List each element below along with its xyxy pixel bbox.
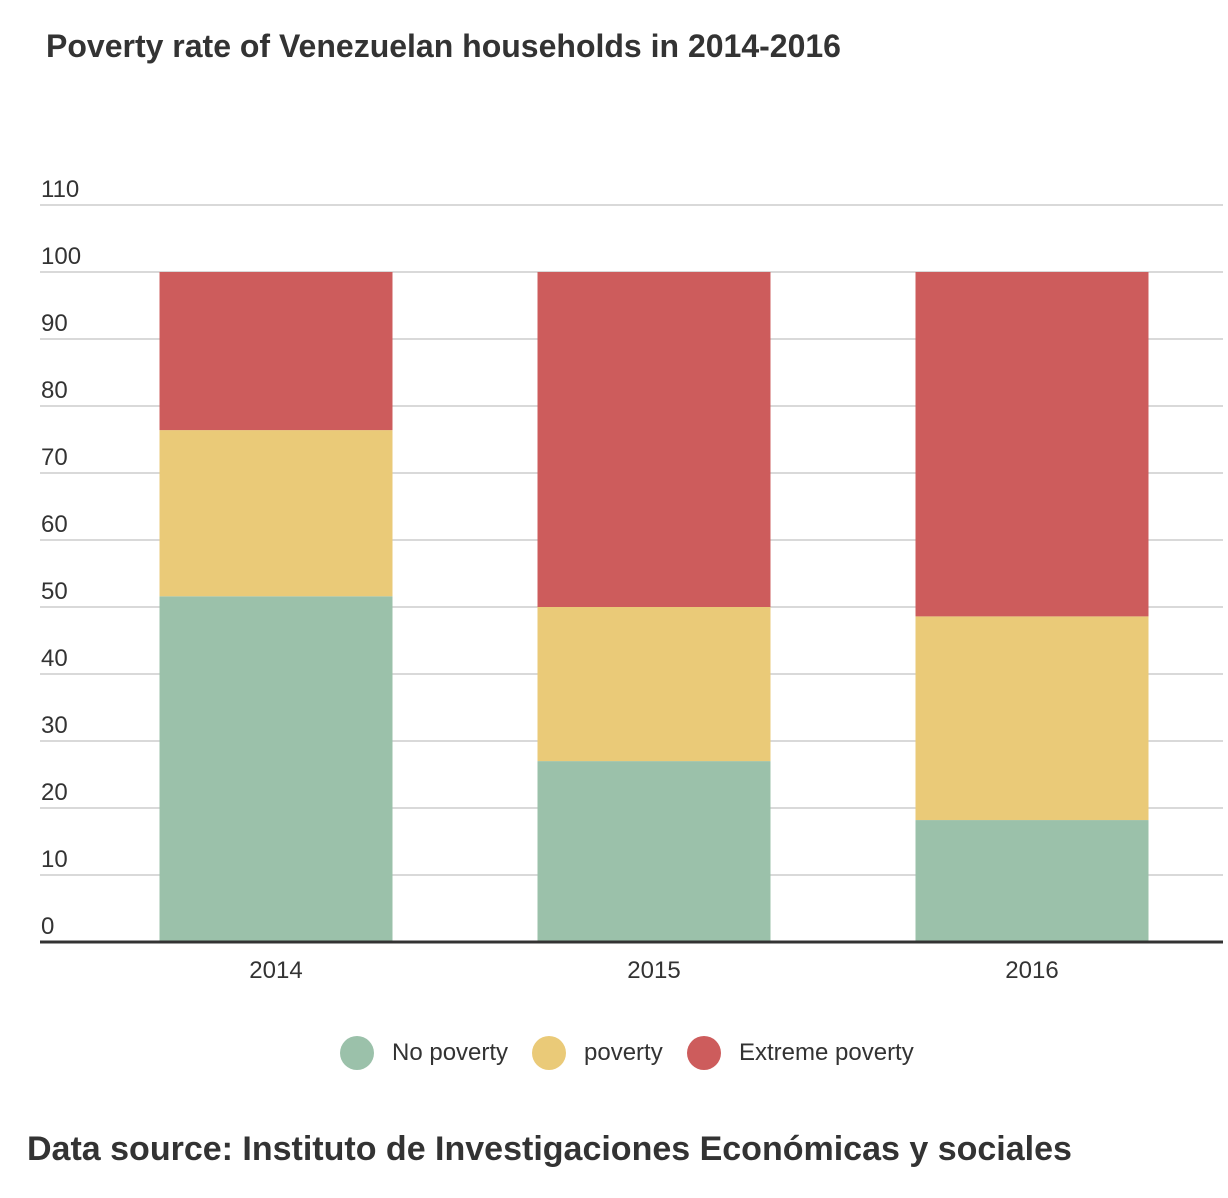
bars xyxy=(159,272,1149,942)
x-axis-ticks: 2014 2015 2016 xyxy=(249,957,1058,984)
y-tick-label: 80 xyxy=(41,377,68,404)
y-tick-label: 100 xyxy=(41,243,81,270)
y-axis-ticks: 0 10 20 30 40 50 60 70 80 90 100 110 xyxy=(41,176,81,940)
legend-label: Extreme poverty xyxy=(739,1039,914,1066)
bar-segment xyxy=(159,272,393,431)
x-tick-label: 2016 xyxy=(1005,957,1058,984)
x-tick-label: 2014 xyxy=(249,957,302,984)
legend-swatch-extreme-poverty xyxy=(687,1036,721,1070)
x-tick-label: 2015 xyxy=(627,957,680,984)
bar-segment xyxy=(159,596,393,942)
legend-label: No poverty xyxy=(392,1039,509,1066)
legend-item-poverty[interactable]: poverty xyxy=(532,1033,663,1073)
bar-segment xyxy=(537,272,771,607)
bar-segment xyxy=(537,607,771,762)
y-tick-label: 20 xyxy=(41,779,68,806)
stacked-bar-chart: 0 10 20 30 40 50 60 70 80 90 100 110 2014 2015 2016 xyxy=(40,176,1223,984)
y-tick-label: 30 xyxy=(41,712,68,739)
bar-segment xyxy=(159,430,393,597)
legend-item-no-poverty[interactable]: No poverty xyxy=(340,1033,508,1073)
legend-item-extreme-poverty[interactable]: Extreme poverty xyxy=(687,1033,914,1073)
y-tick-label: 60 xyxy=(41,511,68,538)
chart-title: Poverty rate of Venezuelan households in… xyxy=(46,28,841,64)
y-tick-label: 90 xyxy=(41,310,68,337)
bar-segment xyxy=(915,272,1149,617)
legend-label: poverty xyxy=(584,1039,663,1066)
bar-segment xyxy=(537,761,771,942)
y-tick-label: 10 xyxy=(41,846,68,873)
bar-segment xyxy=(915,616,1149,821)
bar-segment xyxy=(915,820,1149,942)
y-tick-label: 50 xyxy=(41,578,68,605)
legend-swatch-no-poverty xyxy=(340,1036,374,1070)
legend: No poverty poverty Extreme poverty xyxy=(0,1033,1228,1073)
data-source-note: Data source: Instituto de Investigacione… xyxy=(27,1130,1072,1168)
y-tick-label: 0 xyxy=(41,913,54,940)
y-tick-label: 40 xyxy=(41,645,68,672)
y-tick-label: 70 xyxy=(41,444,68,471)
y-tick-label: 110 xyxy=(41,176,79,203)
legend-swatch-poverty xyxy=(532,1036,566,1070)
